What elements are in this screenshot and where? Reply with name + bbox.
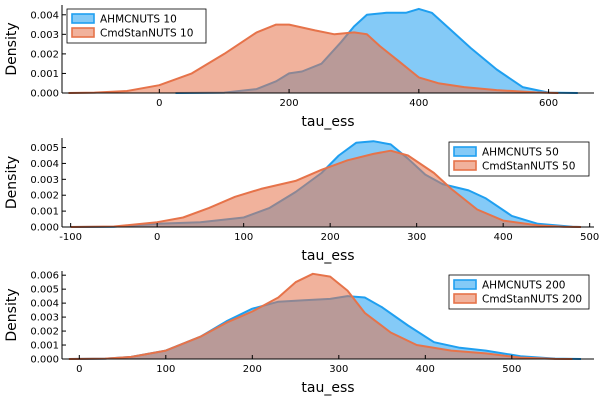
chart-panel-2: -100 0 100 200 300 400 500 0.000 0.001 0.002 0.003… <box>4 138 599 264</box>
x-axis-title: tau_ess <box>301 114 354 130</box>
legend-swatch-series-1 <box>453 279 477 290</box>
y-tick-label: 0.005 <box>30 285 59 296</box>
y-axis-title: Density <box>4 156 20 209</box>
x-tick-label: 500 <box>502 364 521 375</box>
y-axis-title: Density <box>4 22 20 75</box>
legend: AHMCNUTS 50 CmdStanNUTS 50 <box>448 141 590 177</box>
density-area-series-2 <box>68 273 573 359</box>
y-tick-label: 0.004 <box>30 10 59 21</box>
x-tick-label: 400 <box>416 364 435 375</box>
density-line-series-2 <box>68 23 559 94</box>
x-tick-label: 300 <box>329 364 348 375</box>
density-line-series-2 <box>68 272 573 360</box>
legend-label-series-1: AHMCNUTS 50 <box>482 147 559 159</box>
legend-label-series-2: CmdStanNUTS 200 <box>482 294 582 306</box>
y-axis-title: Density <box>4 288 20 341</box>
y-tick-label: 0.002 <box>30 49 59 60</box>
y-tick-label: 0.004 <box>30 299 59 310</box>
legend-swatch-series-1 <box>453 146 477 157</box>
density-area-series-2 <box>68 24 559 94</box>
y-tick-label: 0.001 <box>30 341 59 352</box>
density-line-series-2 <box>70 149 582 228</box>
x-tick-label: 500 <box>580 232 599 243</box>
legend-swatch-series-2 <box>453 160 477 171</box>
legend-label-series-1: AHMCNUTS 200 <box>482 280 565 292</box>
x-tick-label: 200 <box>243 364 262 375</box>
x-tick-label: 0 <box>76 364 82 375</box>
y-tick-label: 0.000 <box>30 355 59 366</box>
x-tick-label: 200 <box>321 232 340 243</box>
legend-swatch-series-2 <box>71 27 95 38</box>
x-tick-label: 0 <box>156 98 162 109</box>
y-tick-label: 0.000 <box>30 223 59 234</box>
legend-swatch-series-1 <box>71 13 95 24</box>
legend-label-series-2: CmdStanNUTS 10 <box>100 28 193 40</box>
y-tick-label: 0.003 <box>30 175 59 186</box>
y-tick-label: 0.001 <box>30 207 59 218</box>
x-tick-label: 100 <box>234 232 253 243</box>
x-tick-label: 600 <box>539 98 558 109</box>
x-axis-title: tau_ess <box>301 248 354 264</box>
x-tick-label: 400 <box>494 232 513 243</box>
x-tick-label: 100 <box>156 364 175 375</box>
y-tick-label: 0.003 <box>30 30 59 41</box>
legend: AHMCNUTS 10 CmdStanNUTS 10 <box>66 8 207 44</box>
y-tick-label: 0.000 <box>30 89 59 100</box>
y-tick-label: 0.002 <box>30 191 59 202</box>
x-tick-label: -100 <box>59 232 82 243</box>
legend: AHMCNUTS 200 CmdStanNUTS 200 <box>448 274 590 310</box>
y-tick-label: 0.005 <box>30 143 59 154</box>
x-tick-label: 400 <box>409 98 428 109</box>
x-tick-label: 0 <box>154 232 160 243</box>
chart-panel-1: 0 200 400 600 0.000 0.001 0.002 0.003 0.004 tau_e… <box>4 5 594 130</box>
density-area-series-2 <box>70 150 581 227</box>
y-tick-label: 0.003 <box>30 313 59 324</box>
y-tick-label: 0.001 <box>30 69 59 80</box>
legend-label-series-1: AHMCNUTS 10 <box>100 14 177 26</box>
y-tick-label: 0.004 <box>30 159 59 170</box>
x-tick-label: 200 <box>280 98 299 109</box>
chart-panel-3: 0 100 200 300 400 500 0.000 0.001 0.002 0.003 0.00… <box>4 271 594 396</box>
y-tick-label: 0.006 <box>30 271 59 282</box>
x-tick-label: 300 <box>407 232 426 243</box>
legend-swatch-series-2 <box>453 293 477 304</box>
x-axis-title: tau_ess <box>301 380 354 396</box>
legend-label-series-2: CmdStanNUTS 50 <box>482 161 575 173</box>
y-tick-label: 0.002 <box>30 327 59 338</box>
